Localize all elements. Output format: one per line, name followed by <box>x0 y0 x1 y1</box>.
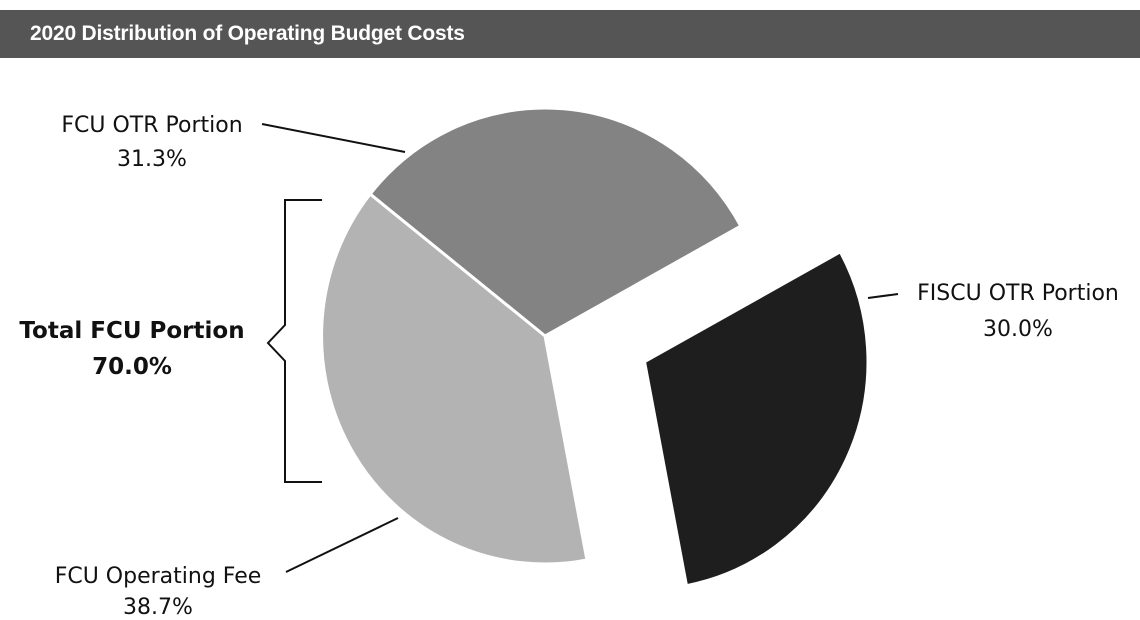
group-value-total-fcu: 70.0% <box>92 354 172 380</box>
total-fcu-bracket <box>266 199 322 483</box>
chart-title: 2020 Distribution of Operating Budget Co… <box>30 22 465 45</box>
leader-line-fiscu-otr <box>867 293 899 299</box>
group-label-total-fcu: Total FCU Portion <box>19 318 244 344</box>
slice-value-fcu-otr: 31.3% <box>117 147 187 172</box>
pie-slice-fiscu-otr-portion <box>643 250 870 588</box>
slice-value-fcu-operating-fee: 38.7% <box>123 595 193 620</box>
slice-value-fiscu-otr: 30.0% <box>983 317 1053 342</box>
leader-line-fcu-otr <box>261 123 406 153</box>
chart-title-bar: 2020 Distribution of Operating Budget Co… <box>0 10 1140 58</box>
slice-label-fcu-operating-fee: FCU Operating Fee <box>55 564 262 589</box>
pie-slice-fcu-otr-portion <box>368 106 743 338</box>
leader-line-fcu-operating-fee <box>285 517 399 573</box>
pie-slices <box>320 106 870 588</box>
slice-label-fiscu-otr: FISCU OTR Portion <box>917 281 1119 306</box>
pie-slice-fcu-operating-fee <box>320 192 589 566</box>
slice-label-fcu-otr: FCU OTR Portion <box>61 113 242 138</box>
